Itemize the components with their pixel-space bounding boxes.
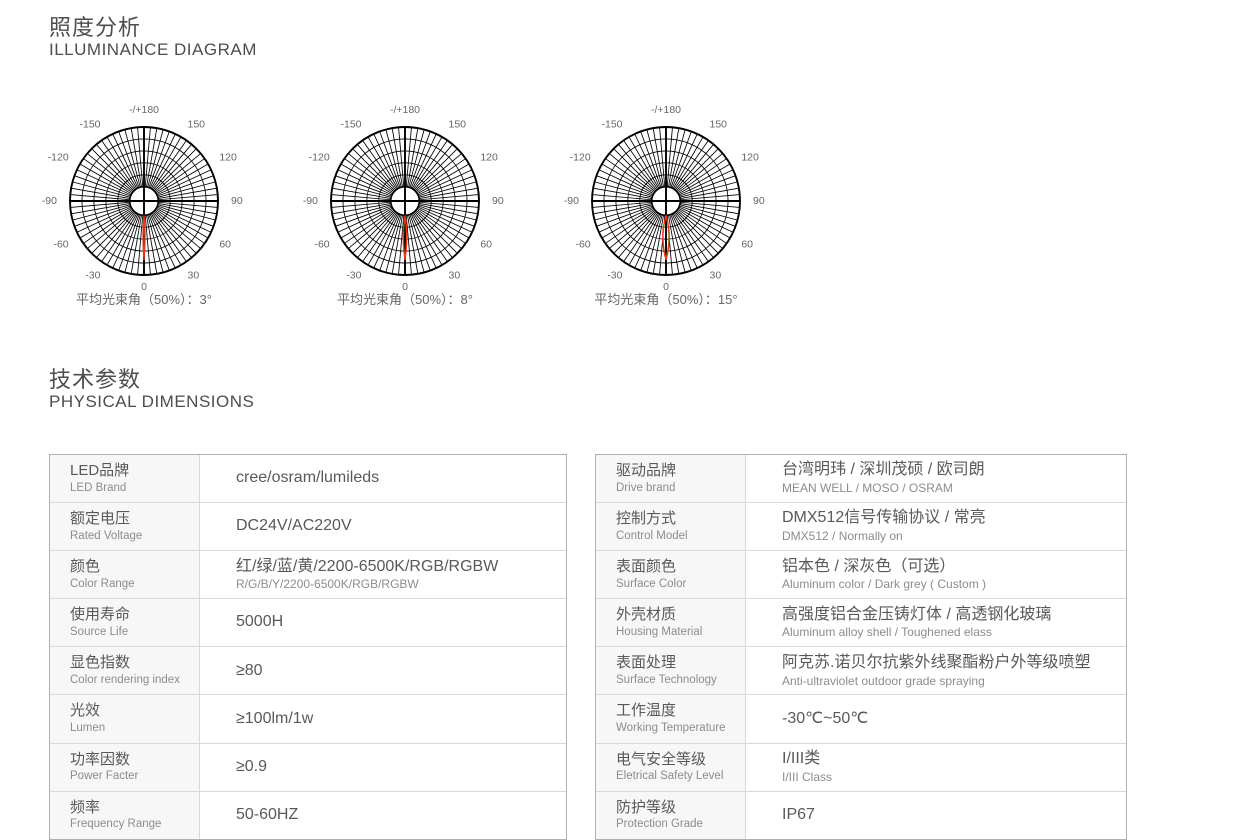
svg-text:30: 30 [449,269,461,281]
svg-text:150: 150 [449,119,467,131]
svg-text:-60: -60 [575,239,590,251]
svg-text:-150: -150 [340,119,361,131]
svg-text:-120: -120 [48,152,69,164]
svg-text:平均光束角（50%）：15°: 平均光束角（50%）：15° [594,292,737,307]
svg-text:60: 60 [741,239,753,251]
svg-text:平均光束角（50%）：3°: 平均光束角（50%）：3° [76,292,212,307]
svg-text:-90: -90 [303,195,318,207]
svg-text:90: 90 [231,195,243,207]
svg-text:-/+180: -/+180 [390,104,420,116]
svg-text:-150: -150 [79,119,100,131]
svg-text:平均光束角（50%）：8°: 平均光束角（50%）：8° [337,292,473,307]
svg-text:-120: -120 [570,152,591,164]
svg-text:-90: -90 [564,195,579,207]
svg-text:150: 150 [710,119,728,131]
svg-text:-90: -90 [42,195,57,207]
svg-text:60: 60 [219,239,231,251]
svg-text:-30: -30 [85,269,100,281]
svg-text:-150: -150 [601,119,622,131]
svg-text:-30: -30 [607,269,622,281]
svg-text:60: 60 [480,239,492,251]
svg-text:-/+180: -/+180 [651,104,681,116]
svg-text:120: 120 [741,152,759,164]
svg-text:-/+180: -/+180 [129,104,159,116]
svg-text:-60: -60 [53,239,68,251]
svg-text:-60: -60 [314,239,329,251]
svg-text:30: 30 [188,269,200,281]
svg-text:-30: -30 [346,269,361,281]
svg-text:120: 120 [480,152,498,164]
svg-text:120: 120 [219,152,237,164]
svg-text:150: 150 [188,119,206,131]
svg-text:90: 90 [753,195,765,207]
svg-text:30: 30 [710,269,722,281]
svg-text:-120: -120 [309,152,330,164]
svg-text:90: 90 [492,195,504,207]
